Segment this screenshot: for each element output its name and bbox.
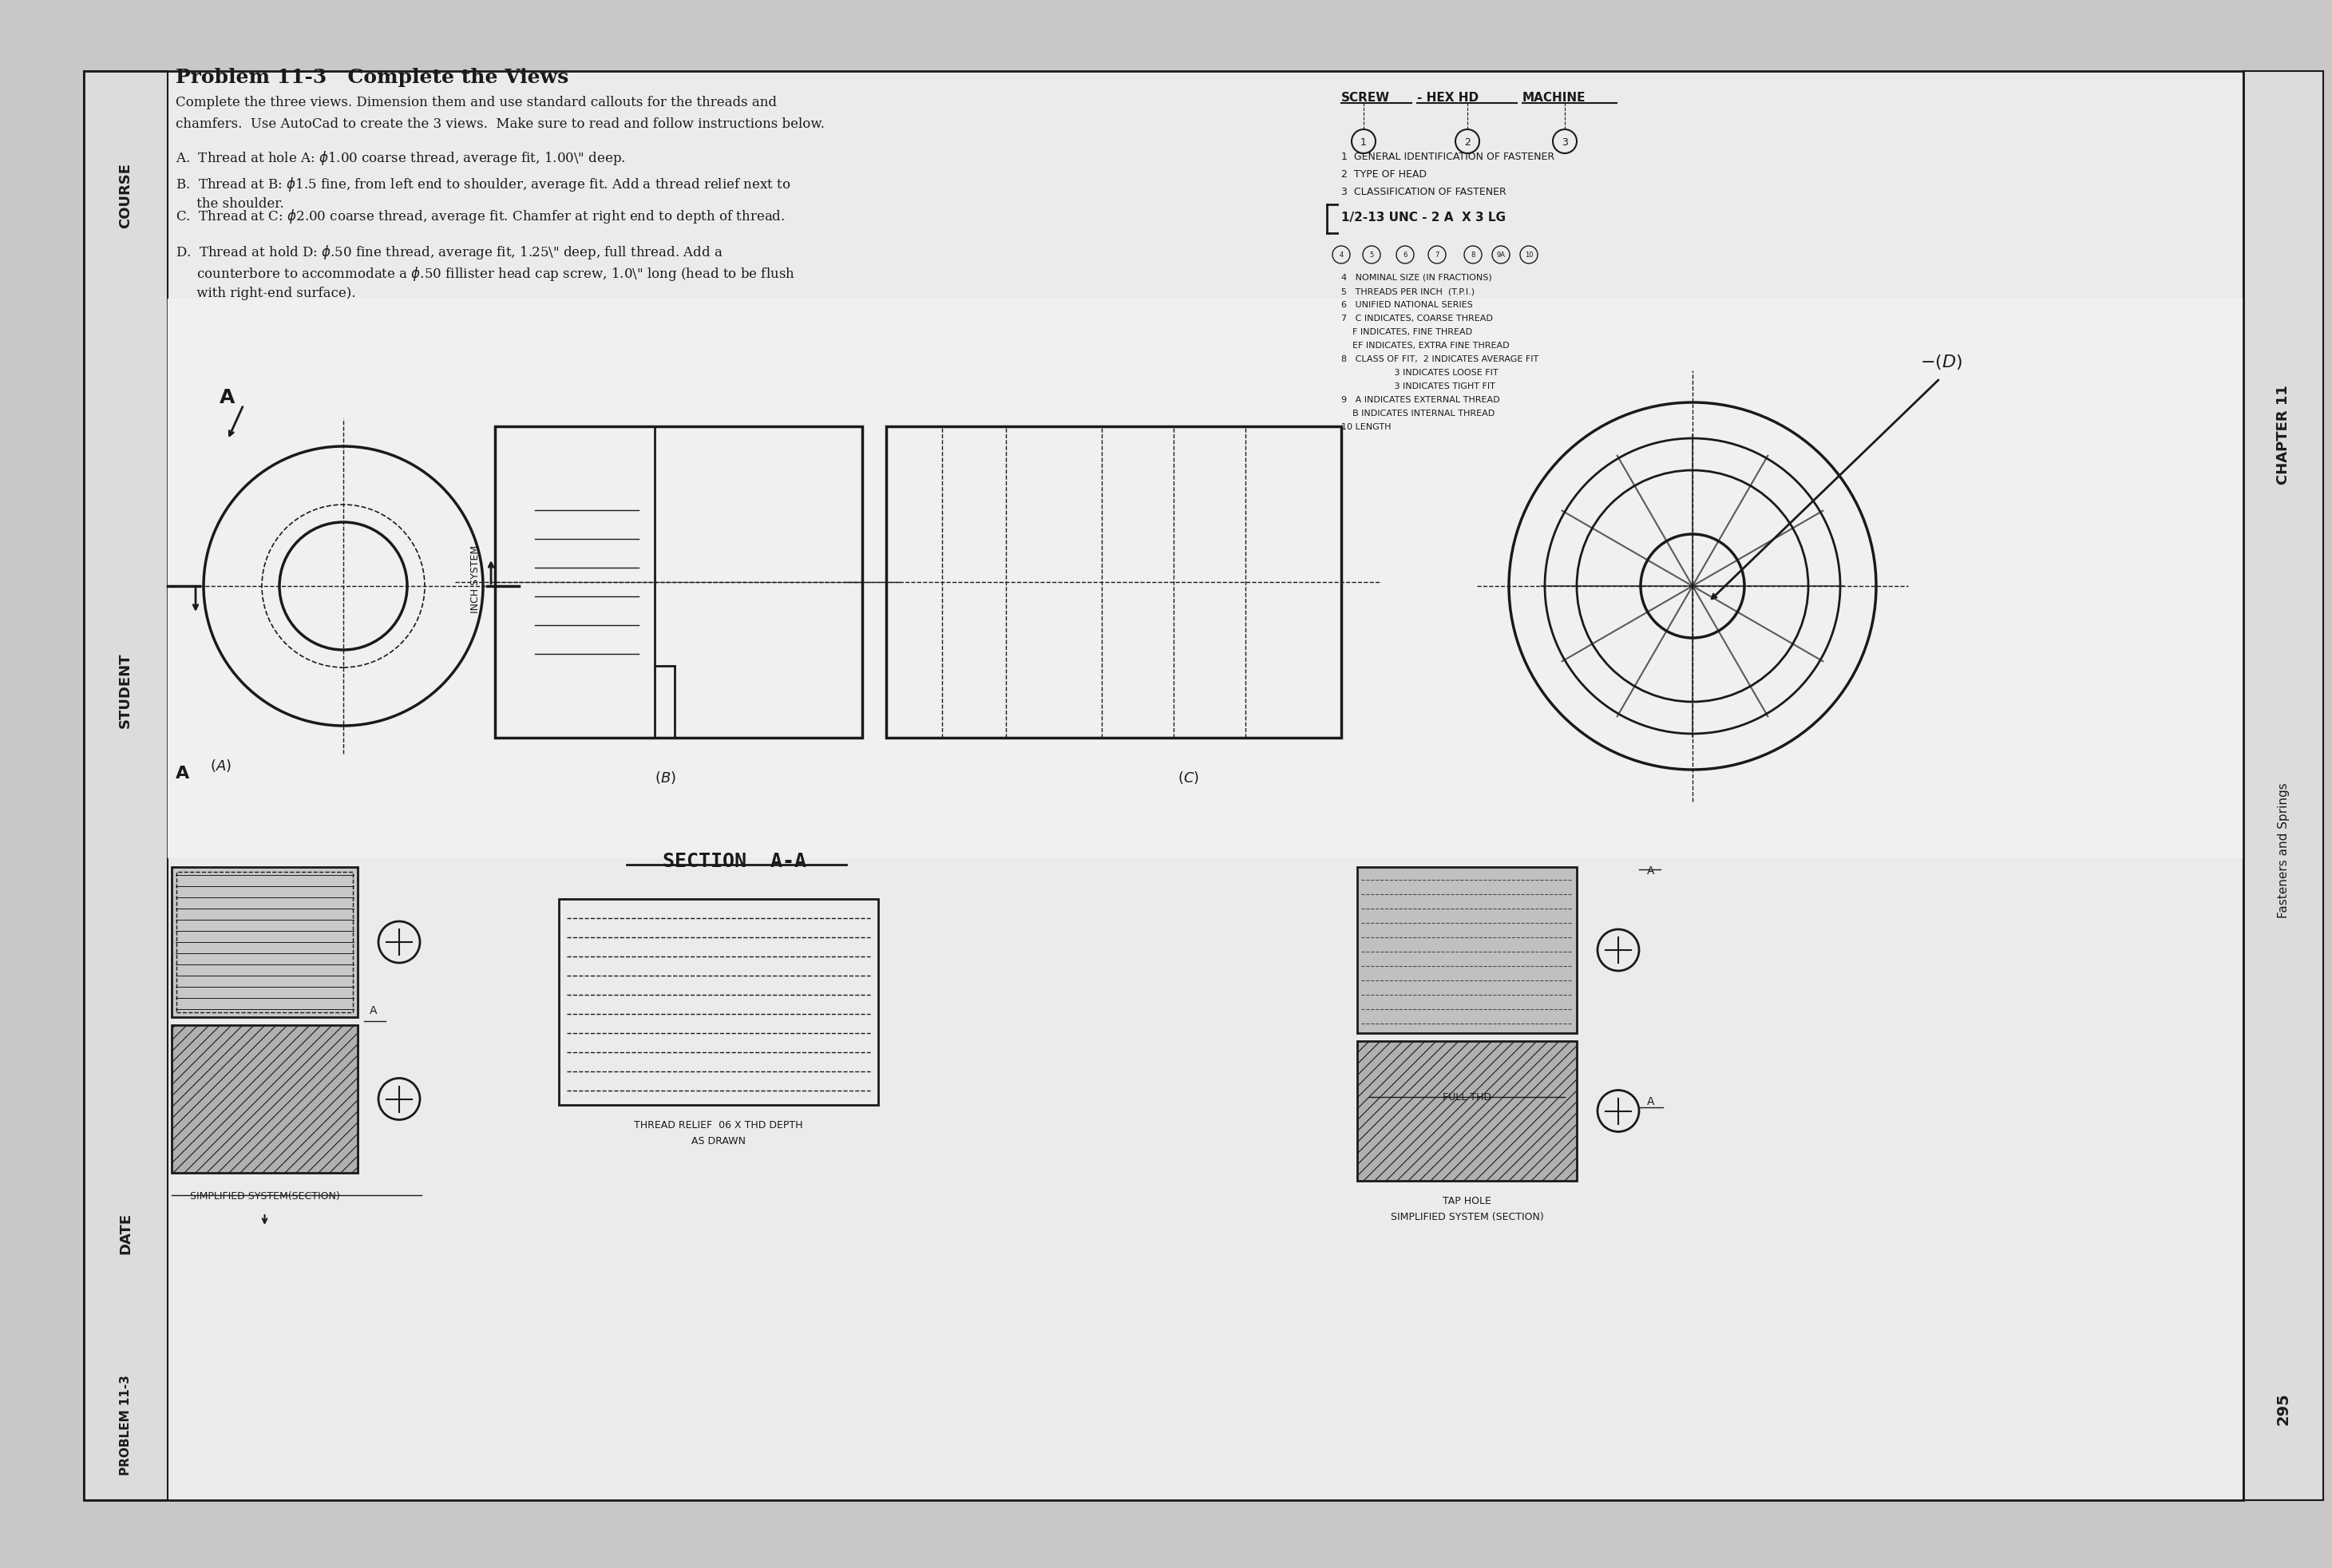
Text: 8: 8 — [1471, 252, 1476, 259]
Text: 3: 3 — [1562, 136, 1567, 147]
Text: AS DRAWN: AS DRAWN — [690, 1135, 746, 1146]
Text: 3 INDICATES LOOSE FIT: 3 INDICATES LOOSE FIT — [1341, 368, 1497, 376]
Text: SIMPLIFIED SYSTEM (SECTION): SIMPLIFIED SYSTEM (SECTION) — [1390, 1212, 1544, 1221]
Text: SIMPLIFIED SYSTEM(SECTION): SIMPLIFIED SYSTEM(SECTION) — [189, 1190, 340, 1201]
Text: - HEX HD: - HEX HD — [1418, 93, 1478, 103]
Text: 9   A INDICATES EXTERNAL THREAD: 9 A INDICATES EXTERNAL THREAD — [1341, 395, 1499, 405]
Text: FULL THD: FULL THD — [1444, 1091, 1492, 1102]
Text: A: A — [219, 387, 236, 408]
Text: Fasteners and Springs: Fasteners and Springs — [2278, 782, 2290, 917]
Bar — [886, 426, 1341, 739]
Text: STUDENT: STUDENT — [119, 652, 133, 728]
Text: DATE: DATE — [119, 1212, 133, 1254]
Text: A: A — [371, 1005, 378, 1016]
Bar — [1357, 1041, 1576, 1181]
Text: SIMPLIFIED SYSTEM: SIMPLIFIED SYSTEM — [1418, 1047, 1516, 1058]
Text: A: A — [1646, 1096, 1656, 1107]
Text: COURSE: COURSE — [119, 163, 133, 229]
Text: chamfers.  Use AutoCad to create the 3 views.  Make sure to read and follow inst: chamfers. Use AutoCad to create the 3 vi… — [175, 118, 826, 130]
Text: 295: 295 — [2276, 1392, 2290, 1425]
Text: the shoulder.: the shoulder. — [175, 198, 285, 210]
Text: 6   UNIFIED NATIONAL SERIES: 6 UNIFIED NATIONAL SERIES — [1341, 301, 1474, 309]
Text: A: A — [1646, 866, 1656, 877]
Text: SCREW: SCREW — [1341, 93, 1390, 103]
Text: 10 LENGTH: 10 LENGTH — [1341, 423, 1392, 431]
Text: 1  GENERAL IDENTIFICATION OF FASTENER: 1 GENERAL IDENTIFICATION OF FASTENER — [1341, 152, 1555, 162]
Text: 9A: 9A — [1497, 252, 1504, 259]
Bar — [173, 867, 357, 1018]
Text: 2  TYPE OF HEAD: 2 TYPE OF HEAD — [1341, 169, 1427, 180]
Text: MACHINE: MACHINE — [1523, 93, 1586, 103]
Bar — [1357, 867, 1576, 1033]
Text: A.  Thread at hole A: $\phi$1.00 coarse thread, average fit, 1.00\" deep.: A. Thread at hole A: $\phi$1.00 coarse t… — [175, 149, 625, 166]
Text: CHAPTER 11: CHAPTER 11 — [2276, 386, 2290, 485]
Text: SECTION  A-A: SECTION A-A — [662, 851, 807, 870]
Text: $(A)$: $(A)$ — [210, 757, 231, 773]
Text: 3 INDICATES TIGHT FIT: 3 INDICATES TIGHT FIT — [1341, 383, 1495, 390]
Bar — [177, 872, 352, 1013]
Text: D.  Thread at hold D: $\phi$.50 fine thread, average fit, 1.25\" deep, full thre: D. Thread at hold D: $\phi$.50 fine thre… — [175, 243, 723, 260]
Text: 1: 1 — [1360, 136, 1367, 147]
Text: counterbore to accommodate a $\phi$.50 fillister head cap screw, 1.0\" long (hea: counterbore to accommodate a $\phi$.50 f… — [175, 265, 795, 282]
Text: PROBLEM 11-3: PROBLEM 11-3 — [119, 1374, 131, 1474]
Bar — [494, 426, 863, 739]
Text: with right-end surface).: with right-end surface). — [175, 287, 357, 299]
Text: B INDICATES INTERNAL THREAD: B INDICATES INTERNAL THREAD — [1341, 409, 1495, 417]
Bar — [173, 1025, 357, 1173]
Text: C.  Thread at C: $\phi$2.00 coarse thread, average fit. Chamfer at right end to : C. Thread at C: $\phi$2.00 coarse thread… — [175, 207, 786, 226]
Bar — [560, 900, 879, 1105]
Text: Problem 11-3   Complete the Views: Problem 11-3 Complete the Views — [175, 67, 569, 86]
Text: A: A — [175, 765, 189, 781]
Text: THREAD RELIEF  06 X THD DEPTH: THREAD RELIEF 06 X THD DEPTH — [634, 1120, 802, 1131]
Text: F INDICATES, FINE THREAD: F INDICATES, FINE THREAD — [1341, 328, 1471, 336]
Text: 8   CLASS OF FIT,  2 INDICATES AVERAGE FIT: 8 CLASS OF FIT, 2 INDICATES AVERAGE FIT — [1341, 354, 1539, 364]
Text: 4   NOMINAL SIZE (IN FRACTIONS): 4 NOMINAL SIZE (IN FRACTIONS) — [1341, 274, 1492, 282]
Text: 7   C INDICATES, COARSE THREAD: 7 C INDICATES, COARSE THREAD — [1341, 315, 1492, 323]
Text: 4: 4 — [1339, 252, 1343, 259]
Text: INCH SYSTEM: INCH SYSTEM — [469, 544, 480, 613]
Text: 6: 6 — [1404, 252, 1406, 259]
Bar — [2243, 72, 2323, 1501]
Bar — [168, 299, 2243, 858]
Text: 3  CLASSIFICATION OF FASTENER: 3 CLASSIFICATION OF FASTENER — [1341, 187, 1506, 198]
Text: $(B)$: $(B)$ — [655, 770, 676, 786]
Text: 5: 5 — [1369, 252, 1374, 259]
Text: 7: 7 — [1434, 252, 1439, 259]
Text: EF INDICATES, EXTRA FINE THREAD: EF INDICATES, EXTRA FINE THREAD — [1341, 342, 1509, 350]
Bar — [84, 72, 168, 1501]
Text: $(C)$: $(C)$ — [1178, 770, 1199, 786]
Text: B.  Thread at B: $\phi$1.5 fine, from left end to shoulder, average fit. Add a t: B. Thread at B: $\phi$1.5 fine, from lef… — [175, 176, 791, 193]
Text: 5   THREADS PER INCH  (T.P.I.): 5 THREADS PER INCH (T.P.I.) — [1341, 287, 1474, 295]
Text: 2: 2 — [1464, 136, 1471, 147]
Text: SIMPLIFIED SYSTEM: SIMPLIFIED SYSTEM — [229, 1038, 326, 1047]
Text: TAP HOLE: TAP HOLE — [1444, 1195, 1490, 1206]
Text: 10: 10 — [1525, 252, 1532, 259]
Text: Complete the three views. Dimension them and use standard callouts for the threa: Complete the three views. Dimension them… — [175, 96, 777, 110]
Text: 1/2-13 UNC - 2 A  X 3 LG: 1/2-13 UNC - 2 A X 3 LG — [1341, 212, 1506, 223]
Text: $-(D)$: $-(D)$ — [1919, 353, 1964, 372]
